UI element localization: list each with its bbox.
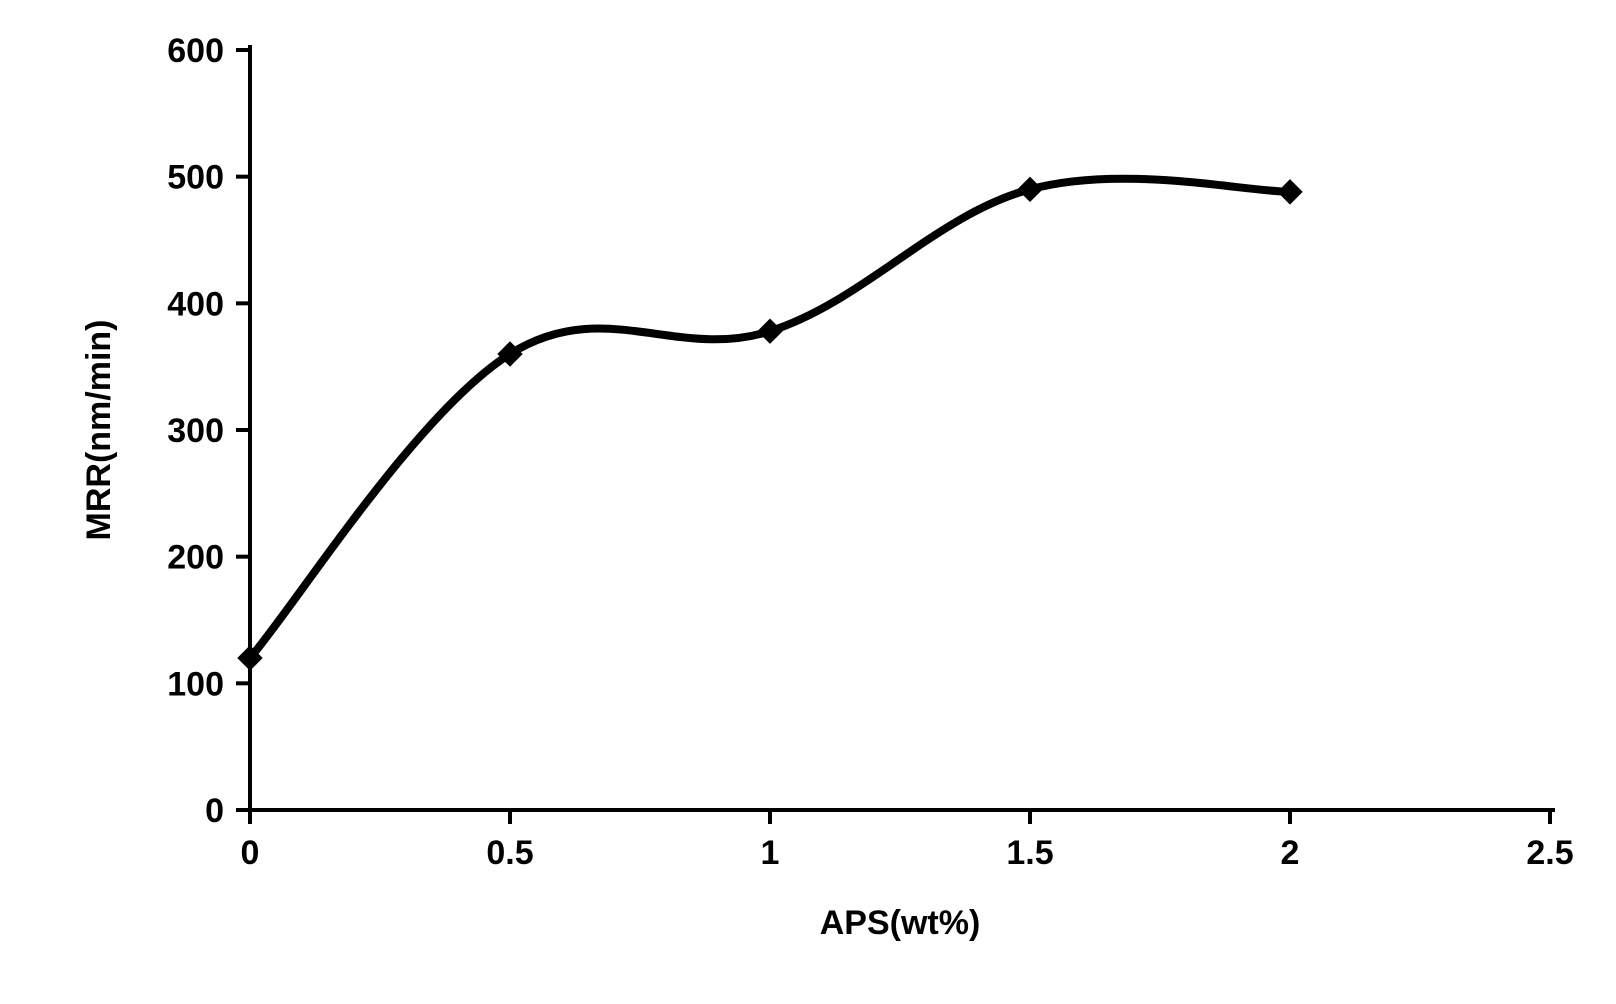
x-tick-label: 2	[1281, 834, 1300, 872]
x-tick-label: 0.5	[486, 834, 533, 872]
y-tick-label: 500	[167, 159, 224, 197]
mrr-vs-aps-chart: 0 100 200 300 400 500 600 0 0.5 1 1.5 2 2.5 MRR(nm/mi…	[0, 0, 1616, 1004]
x-tick-label: 0	[241, 834, 260, 872]
y-axis-title: MRR(nm/min)	[80, 320, 118, 541]
y-tick-label: 200	[167, 539, 224, 577]
chart-container: 0 100 200 300 400 500 600 0 0.5 1 1.5 2 2.5 MRR(nm/mi…	[0, 0, 1616, 1004]
x-axis-title: APS(wt%)	[820, 904, 981, 942]
x-tick-label: 1.5	[1006, 834, 1053, 872]
y-tick-label: 600	[167, 32, 224, 70]
x-tick-label: 1	[761, 834, 780, 872]
x-tick-label: 2.5	[1526, 834, 1573, 872]
y-tick-label: 300	[167, 412, 224, 450]
y-tick-label: 100	[167, 665, 224, 703]
y-tick-label: 400	[167, 285, 224, 323]
y-tick-label: 0	[205, 792, 224, 830]
